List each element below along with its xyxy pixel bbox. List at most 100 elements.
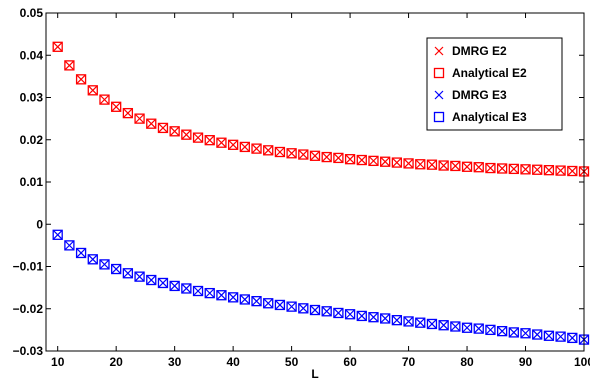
data-point-square [438,160,449,171]
data-point-x [450,161,460,171]
data-point-x [252,296,261,306]
data-point-x [146,119,156,129]
data-point-square [473,323,484,334]
x-marker-stroke [392,158,402,167]
plot-area [52,41,590,345]
data-point-x [532,330,542,339]
x-tick-label: 60 [343,355,357,369]
data-point-square [543,330,555,341]
x-marker-stroke [111,102,121,112]
data-point-x [181,284,191,293]
data-point-x [415,318,425,328]
x-marker-stroke [181,130,191,140]
data-point-square [192,132,204,143]
data-point-x [404,158,413,168]
x-marker-stroke [217,138,226,148]
data-point-square [239,294,250,305]
x-marker-stroke [521,328,530,338]
data-point-square [415,159,426,170]
legend-entry-label: Analytical E2 [452,66,527,80]
x-marker-stroke [474,324,484,334]
data-point-x [556,166,566,176]
data-point-x [556,332,566,342]
data-point-square [99,94,110,105]
data-point-square [111,263,122,275]
x-marker-stroke [486,163,495,173]
data-point-square [227,292,239,303]
x-tick-label: 10 [51,355,65,369]
x-marker-stroke [53,230,63,240]
data-point-x [474,324,484,334]
x-marker-stroke [497,326,507,336]
x-marker-stroke [521,164,530,174]
data-point-x [380,157,390,167]
data-point-x [322,306,332,316]
x-tick-label: 70 [402,355,416,369]
x-marker-stroke [462,162,472,172]
data-point-square [532,164,543,175]
data-point-x [322,152,332,162]
legend-marker-x [434,90,444,100]
x-marker-stroke [170,126,180,136]
x-marker-stroke [100,259,109,269]
data-point-x [415,159,425,169]
x-marker-stroke [450,161,460,171]
data-point-square [146,274,157,286]
x-marker-stroke [287,302,297,312]
x-marker-stroke [298,150,308,159]
data-point-x [345,309,355,319]
data-point-square [368,312,379,323]
x-marker-stroke [404,158,413,168]
data-point-x [357,311,367,321]
data-point-square [356,310,367,322]
data-point-x [509,164,519,174]
data-point-square [403,158,414,169]
data-point-x [567,166,577,176]
x-marker-stroke [333,308,343,318]
data-point-x [544,331,554,341]
y-tick-label: 0.05 [20,6,44,20]
x-marker-stroke [380,314,390,323]
data-point-square [227,139,239,150]
data-point-square [426,159,438,170]
data-point-square [333,152,344,164]
data-point-square [555,165,566,176]
data-point-x [158,123,168,133]
data-point-x [521,164,530,174]
data-point-x [544,165,554,175]
data-point-square [450,321,461,332]
data-point-x [205,135,215,145]
x-tick-label: 30 [168,355,182,369]
data-point-square [461,322,473,333]
data-point-square [192,285,204,297]
x-marker-stroke [193,133,203,143]
x-marker-stroke [275,300,285,310]
data-point-x [486,325,495,335]
x-marker-stroke [322,306,332,316]
x-tick-label: 20 [109,355,123,369]
x-marker-stroke [544,331,554,341]
data-point-square [380,313,391,324]
data-point-square [122,107,134,119]
x-marker-stroke [228,292,238,302]
data-point-x [462,323,472,333]
x-marker-stroke [427,160,437,170]
data-point-square [368,155,379,167]
x-marker-stroke [310,305,320,315]
data-point-square [380,156,391,167]
x-marker-stroke [158,123,168,133]
x-marker-stroke [64,60,74,70]
data-point-square [555,331,566,342]
data-point-square [403,316,414,327]
data-point-x [486,163,495,173]
data-point-x [158,278,168,288]
data-point-x [263,145,273,155]
series-dmrg-e3 [53,230,589,345]
data-point-square [75,247,87,259]
series-analytical-e2 [52,41,590,177]
data-point-x [357,155,367,165]
data-point-x [298,150,308,159]
data-point-square [181,283,192,294]
data-point-square [181,129,192,140]
data-point-square [99,259,110,270]
